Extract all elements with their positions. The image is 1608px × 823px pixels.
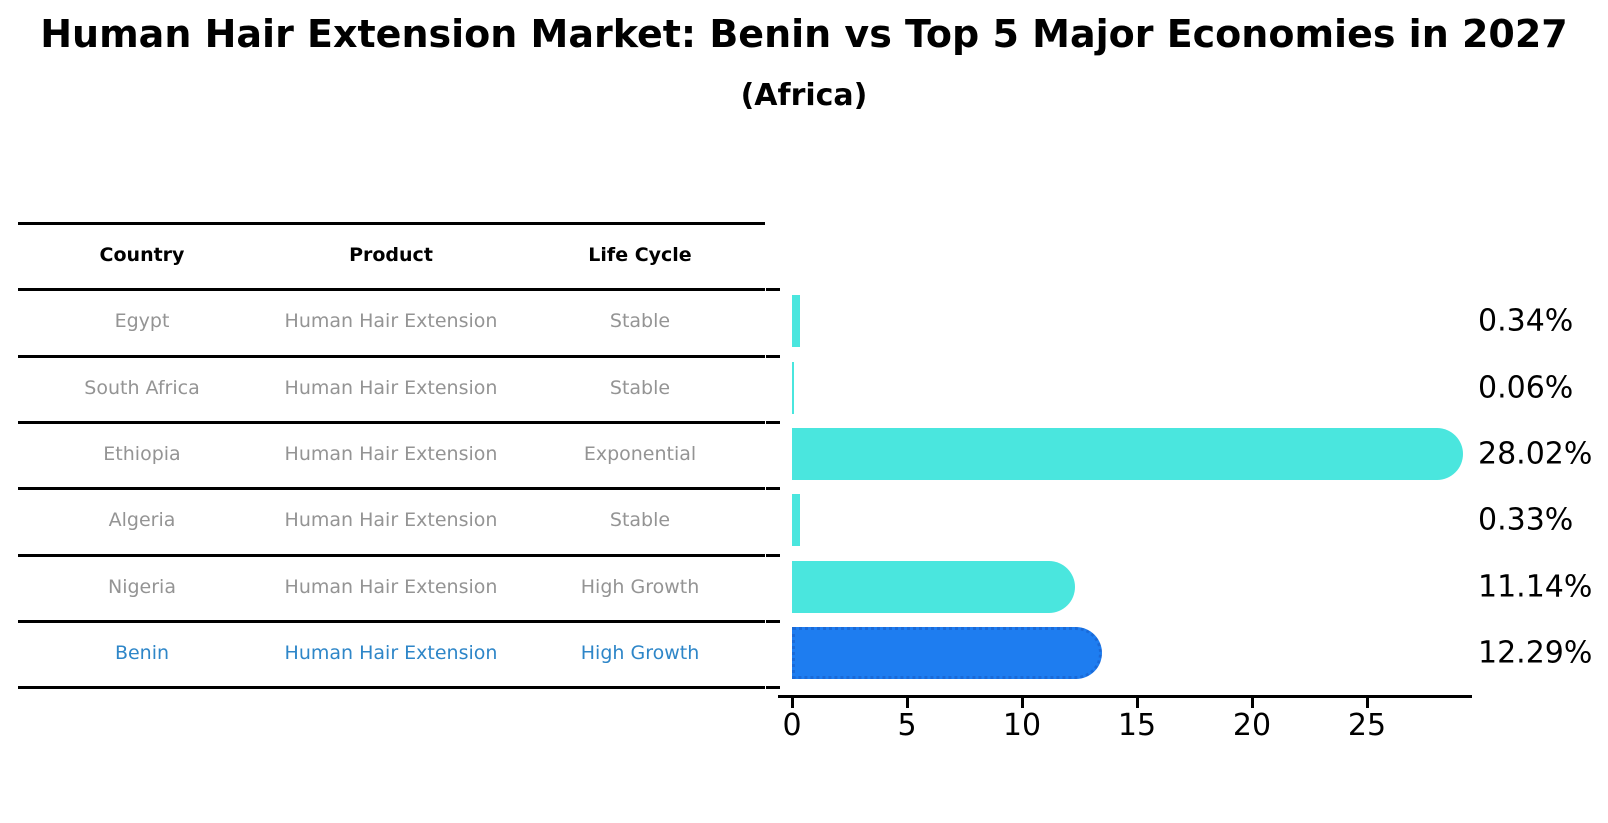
table-cell: Stable xyxy=(609,509,671,532)
x-axis-tick xyxy=(1366,698,1369,708)
table-rule xyxy=(18,487,765,490)
page-subtitle: (Africa) xyxy=(740,78,868,113)
table-cell: South Africa xyxy=(84,376,200,399)
x-axis-line xyxy=(778,695,1472,698)
table-rule xyxy=(18,421,765,424)
x-axis-tick xyxy=(1021,698,1024,708)
table-rule xyxy=(18,355,765,358)
y-axis-tick xyxy=(766,554,780,557)
y-axis-tick xyxy=(766,487,780,490)
y-axis-tick xyxy=(766,288,780,291)
y-axis-tick xyxy=(766,686,780,689)
x-axis-tick xyxy=(1251,698,1254,708)
page-title: Human Hair Extension Market: Benin vs To… xyxy=(40,12,1568,56)
table-cell: Human Hair Extension xyxy=(284,443,498,466)
table-cell: Human Hair Extension xyxy=(284,641,498,664)
table-cell: Benin xyxy=(114,641,170,664)
table-rule xyxy=(18,222,765,225)
table-cell: Human Hair Extension xyxy=(284,575,498,598)
table-rule xyxy=(18,288,765,291)
table-cell: High Growth xyxy=(580,575,700,598)
table-cell: Stable xyxy=(609,310,671,333)
x-axis-tick-label: 20 xyxy=(1232,708,1272,743)
x-axis-tick-label: 5 xyxy=(897,708,917,743)
value-label: 0.06% xyxy=(1478,370,1574,406)
value-label: 28.02% xyxy=(1478,436,1593,472)
table-rule xyxy=(18,686,765,689)
value-label: 0.34% xyxy=(1478,303,1574,339)
x-axis-tick xyxy=(1136,698,1139,708)
table-cell: Ethiopia xyxy=(103,443,181,466)
y-axis-tick xyxy=(766,355,780,358)
bar-benin xyxy=(792,627,1102,679)
x-axis-tick xyxy=(791,698,794,708)
value-label: 11.14% xyxy=(1478,569,1593,605)
x-axis-tick xyxy=(906,698,909,708)
table-cell: Nigeria xyxy=(108,575,176,598)
table-rule xyxy=(18,554,765,557)
table-header-product: Product xyxy=(349,244,433,267)
table-cell: Egypt xyxy=(114,310,170,333)
bar-nigeria xyxy=(792,561,1075,613)
x-axis-tick-label: 10 xyxy=(1002,708,1042,743)
bar-algeria xyxy=(792,494,800,546)
x-axis-tick-label: 25 xyxy=(1347,708,1387,743)
table-rule xyxy=(18,620,765,623)
bar-south-africa xyxy=(792,362,794,414)
table-cell: Human Hair Extension xyxy=(284,376,498,399)
y-axis-tick xyxy=(766,620,780,623)
value-label: 0.33% xyxy=(1478,502,1574,538)
x-axis-tick-label: 0 xyxy=(782,708,802,743)
table-cell: Human Hair Extension xyxy=(284,509,498,532)
table-header-life-cycle: Life Cycle xyxy=(588,244,692,267)
table-cell: Stable xyxy=(609,376,671,399)
y-axis-tick xyxy=(766,421,780,424)
table-header-country: Country xyxy=(99,244,185,267)
table-cell: High Growth xyxy=(580,641,700,664)
bar-ethiopia xyxy=(792,428,1463,480)
table-cell: Exponential xyxy=(583,443,697,466)
x-axis-tick-label: 15 xyxy=(1117,708,1157,743)
table-cell: Human Hair Extension xyxy=(284,310,498,333)
value-label: 12.29% xyxy=(1478,635,1593,671)
bar-egypt xyxy=(792,295,800,347)
table-cell: Algeria xyxy=(108,509,176,532)
